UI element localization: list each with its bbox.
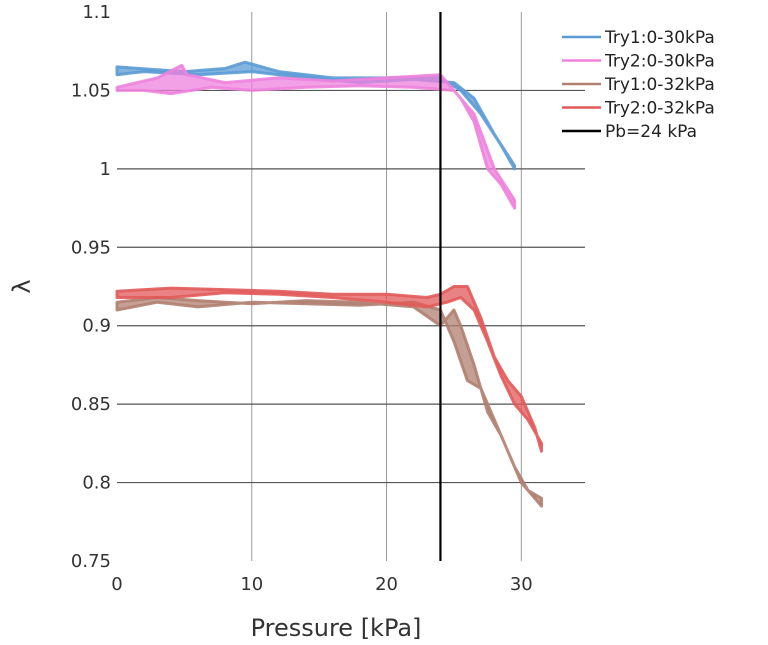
y-tick-label: 0.85 <box>71 394 111 415</box>
series-1-band <box>115 60 517 171</box>
legend-label: Try2:0-30kPa <box>604 52 715 72</box>
series-layer <box>115 60 543 508</box>
tick-labels: 0 10 20 30 0.75 0.8 0.85 0.9 0.95 1 1.05 1.1 <box>71 2 533 595</box>
legend-item[interactable]: Pb=24 kPa <box>562 122 697 142</box>
y-tick-label: 1.1 <box>82 2 111 23</box>
legend-label: Try2:0-32kPa <box>604 99 715 119</box>
series-3-band <box>115 296 543 508</box>
legend-item[interactable]: Try1:0-32kPa <box>562 75 715 95</box>
y-tick-label: 0.8 <box>82 473 111 494</box>
x-tick-label: 0 <box>111 574 122 595</box>
legend[interactable]: Try1:0-30kPa Try2:0-30kPa Try1:0-32kPa Try2… <box>562 28 715 142</box>
series-4-band <box>115 285 543 453</box>
legend-label: Try1:0-30kPa <box>604 28 715 48</box>
x-tick-label: 30 <box>510 574 533 595</box>
legend-item[interactable]: Try2:0-30kPa <box>562 52 715 72</box>
legend-item[interactable]: Try2:0-32kPa <box>562 99 715 119</box>
x-tick-label: 20 <box>375 574 398 595</box>
series-2-band <box>115 63 517 210</box>
y-tick-label: 1.05 <box>71 80 111 101</box>
y-tick-label: 1 <box>100 159 111 180</box>
x-axis-label: Pressure [kPa] <box>251 614 422 642</box>
y-tick-label: 0.95 <box>71 237 111 258</box>
legend-label: Pb=24 kPa <box>605 122 697 142</box>
legend-item[interactable]: Try1:0-30kPa <box>562 28 715 48</box>
y-tick-label: 0.9 <box>82 316 111 337</box>
y-axis-label: λ <box>8 279 36 293</box>
x-tick-label: 10 <box>240 574 263 595</box>
legend-label: Try1:0-32kPa <box>604 75 715 95</box>
grid <box>117 12 585 561</box>
y-tick-label: 0.75 <box>71 551 111 572</box>
